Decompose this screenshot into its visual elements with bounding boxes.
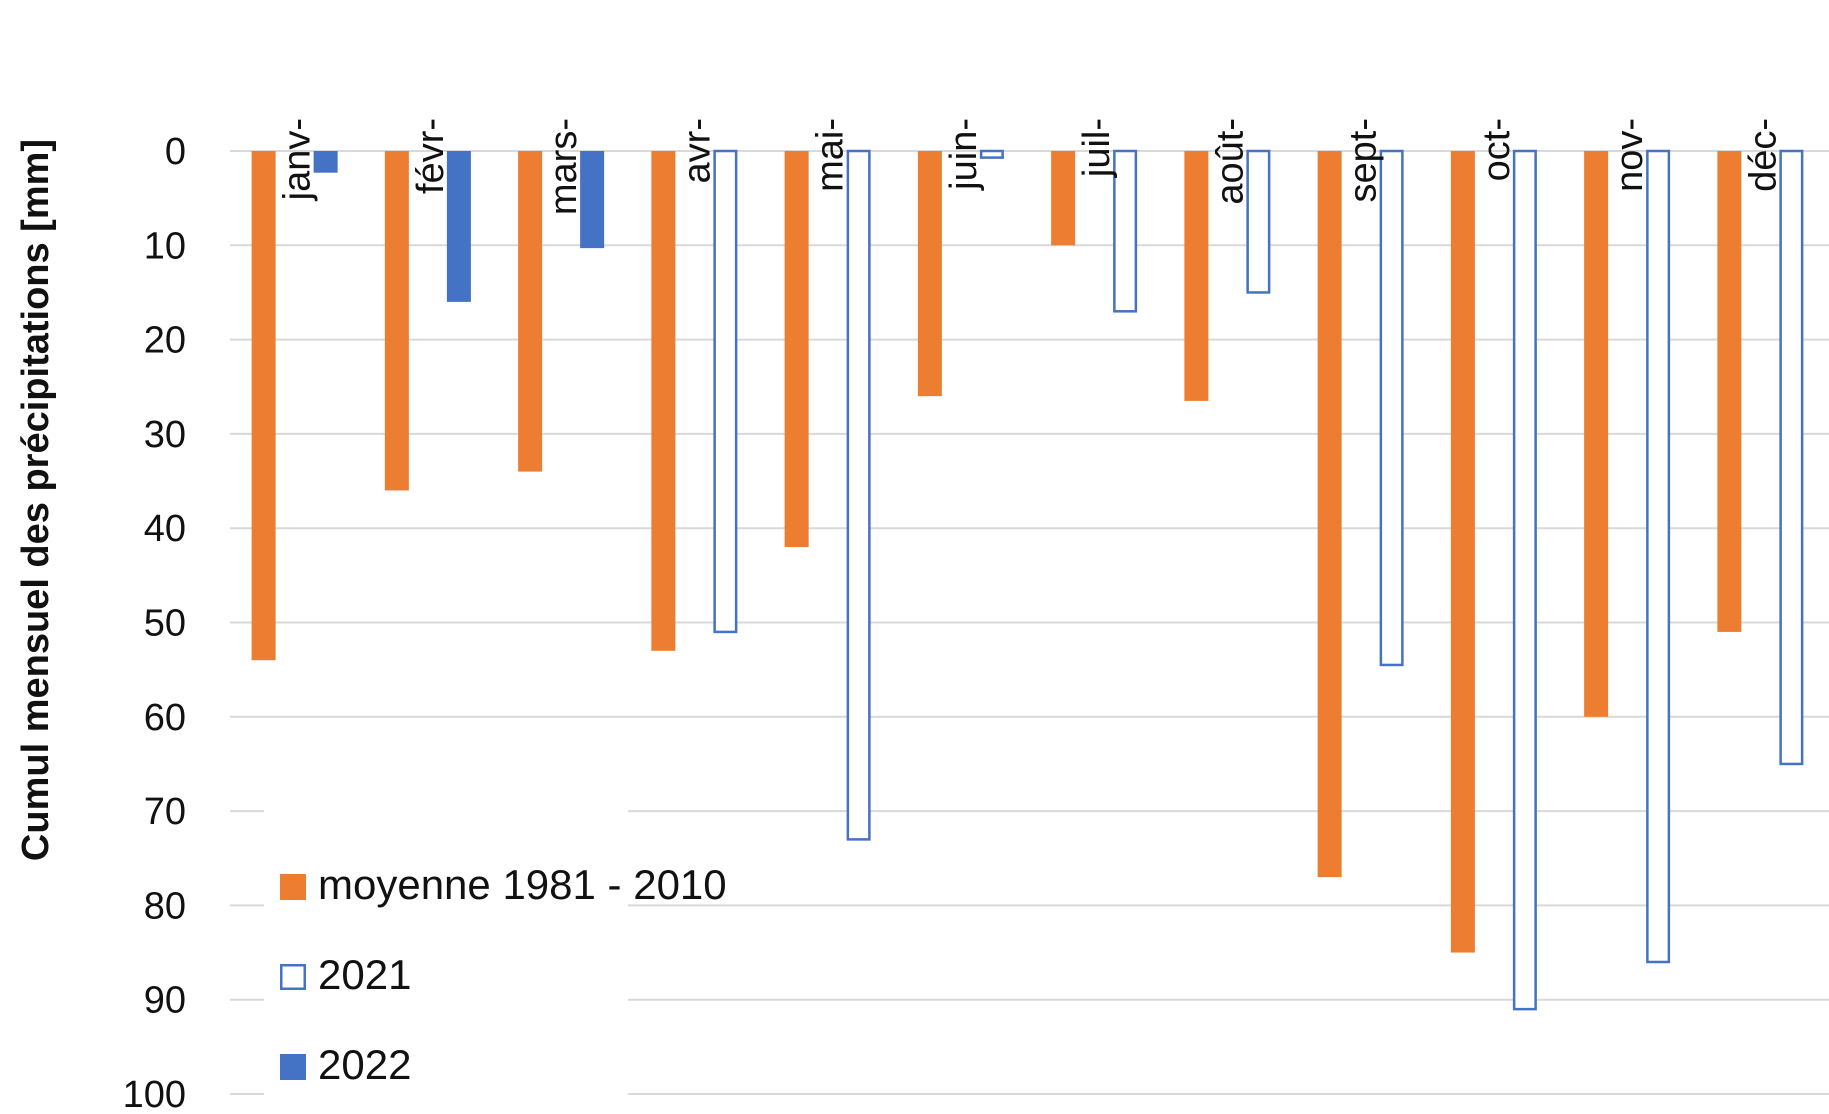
bar-2022-0 — [313, 151, 338, 173]
y-tick-label: 50 — [144, 603, 186, 645]
y-tick-label: 90 — [144, 980, 186, 1022]
bar-2021-10 — [1646, 149, 1671, 964]
y-tick-label: 10 — [144, 225, 186, 267]
bar-moyenne-3 — [651, 151, 676, 651]
bar-moyenne-0 — [251, 151, 276, 661]
x-tick-label: mai- — [810, 118, 852, 192]
y-axis-ticks: 0 10 20 30 40 50 60 70 80 90 100 — [123, 131, 186, 1114]
legend: moyenne 1981 - 2010 2021 2022 — [264, 790, 727, 1102]
legend-label-1: 2021 — [318, 951, 411, 998]
bar-2022-2 — [580, 151, 605, 249]
bar-moyenne-9 — [1450, 151, 1475, 953]
bar-2021-9 — [1512, 149, 1537, 1011]
bar-2021-5 — [979, 149, 1004, 159]
bar-moyenne-7 — [1184, 151, 1209, 401]
x-tick-label: oct- — [1476, 118, 1518, 181]
bar-moyenne-8 — [1317, 151, 1342, 878]
x-tick-label: nov- — [1609, 118, 1651, 192]
y-tick-label: 0 — [165, 131, 186, 173]
legend-label-2: 2022 — [318, 1041, 411, 1088]
bar-moyenne-4 — [784, 151, 809, 548]
bar-moyenne-2 — [518, 151, 543, 472]
bar-2022-1 — [446, 151, 471, 302]
y-tick-label: 100 — [123, 1074, 186, 1114]
bar-2021-8 — [1379, 149, 1404, 667]
bars — [251, 149, 1804, 1011]
legend-swatch-1 — [280, 964, 306, 990]
bar-2021-6 — [1113, 149, 1138, 313]
legend-swatch-0 — [280, 874, 306, 900]
x-axis-ticks: janv-févr-mars-avr-mai-juin-juil-août-se… — [277, 118, 1785, 215]
x-tick-label: avr- — [676, 118, 718, 183]
legend-swatch-2 — [280, 1054, 306, 1080]
x-tick-label: févr- — [410, 118, 452, 194]
bar-2021-3 — [713, 149, 738, 634]
x-tick-label: juin- — [943, 118, 985, 191]
bar-moyenne-6 — [1051, 151, 1076, 246]
bar-moyenne-11 — [1717, 151, 1742, 632]
legend-label-0: moyenne 1981 - 2010 — [318, 861, 727, 908]
legend-background — [264, 790, 628, 1102]
x-tick-label: sept- — [1343, 118, 1385, 202]
y-tick-label: 30 — [144, 414, 186, 456]
bar-moyenne-5 — [917, 151, 942, 397]
bar-2021-11 — [1779, 149, 1804, 766]
y-tick-label: 60 — [144, 697, 186, 739]
x-tick-label: mars- — [543, 118, 585, 215]
y-tick-label: 80 — [144, 885, 186, 927]
bar-moyenne-1 — [384, 151, 409, 491]
bar-2021-4 — [846, 149, 871, 841]
x-tick-label: déc- — [1742, 118, 1784, 192]
y-tick-label: 20 — [144, 320, 186, 362]
y-tick-label: 40 — [144, 508, 186, 550]
bar-2021-7 — [1246, 149, 1271, 294]
x-tick-label: août- — [1209, 118, 1251, 205]
bar-moyenne-10 — [1584, 151, 1609, 717]
x-tick-label: janv- — [277, 118, 319, 201]
y-tick-label: 70 — [144, 791, 186, 833]
x-tick-label: juil- — [1076, 118, 1118, 178]
y-axis-label: Cumul mensuel des précipitations [mm] — [15, 139, 57, 861]
